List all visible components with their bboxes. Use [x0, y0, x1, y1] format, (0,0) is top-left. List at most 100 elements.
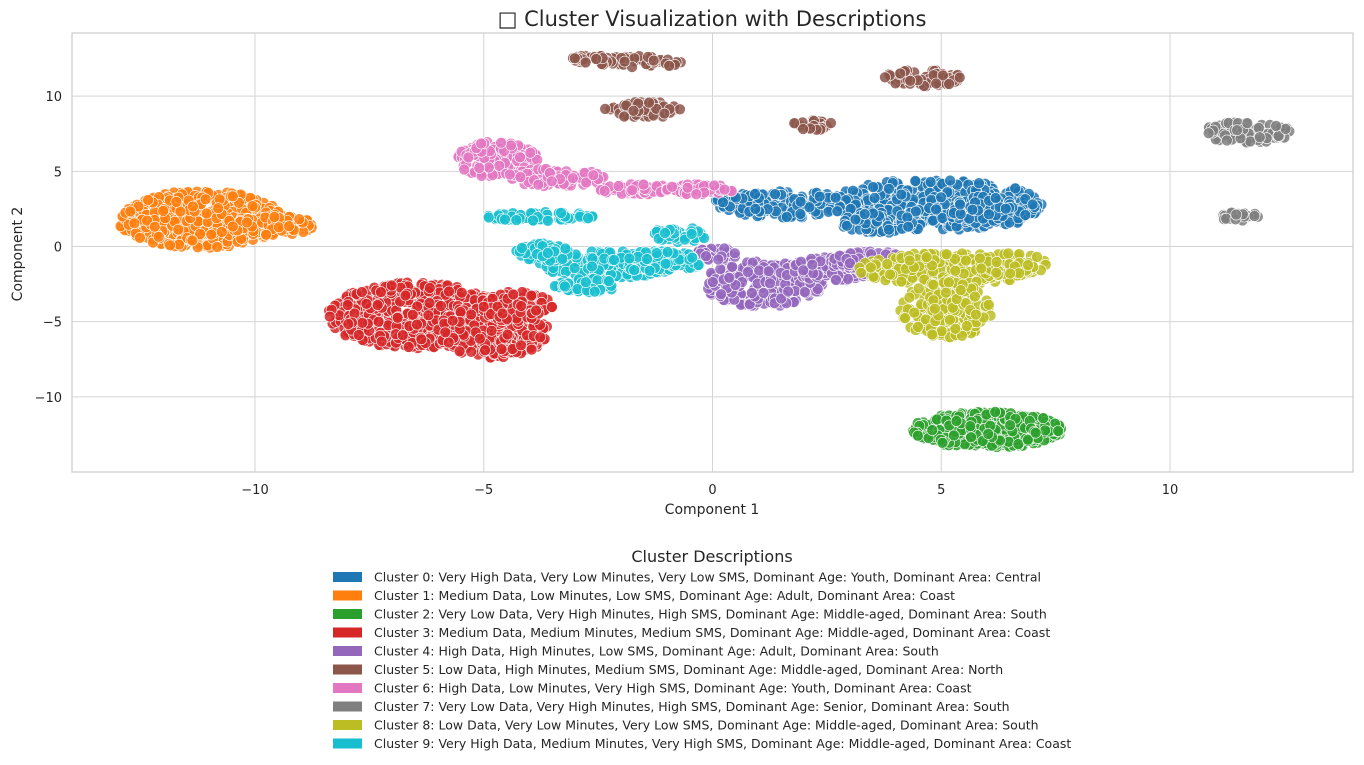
- legend-label-cluster-2: Cluster 2: Very Low Data, Very High Minu…: [374, 607, 1047, 622]
- data-point: [371, 299, 384, 311]
- data-point: [157, 205, 169, 217]
- data-point: [227, 190, 239, 203]
- legend-swatch-cluster-3: [333, 627, 362, 638]
- data-point: [943, 78, 955, 90]
- x-tick-label: −10: [241, 483, 268, 498]
- data-point: [909, 175, 922, 187]
- y-tick-label: 0: [54, 240, 62, 255]
- data-point: [903, 291, 916, 304]
- data-point: [205, 228, 218, 241]
- data-point: [794, 195, 807, 208]
- x-tick-label: 0: [708, 483, 716, 498]
- data-point: [647, 54, 660, 67]
- data-point: [912, 321, 924, 333]
- data-point: [510, 214, 523, 226]
- x-tick-label: 5: [937, 483, 945, 498]
- cluster-6-points: [452, 136, 738, 200]
- data-point: [1241, 117, 1254, 129]
- legend-swatch-cluster-6: [333, 683, 362, 693]
- data-point: [527, 214, 539, 227]
- data-point: [999, 202, 1012, 215]
- data-point: [780, 211, 793, 223]
- data-point: [1254, 131, 1266, 143]
- data-point: [458, 163, 471, 176]
- data-point: [1031, 251, 1043, 263]
- data-point: [881, 258, 894, 270]
- data-point: [926, 328, 939, 341]
- data-point: [568, 52, 581, 65]
- data-point: [505, 139, 517, 152]
- data-point: [658, 107, 671, 120]
- y-tick-label: 10: [45, 90, 62, 105]
- data-point: [465, 345, 478, 358]
- data-point: [495, 343, 508, 356]
- data-point: [534, 331, 547, 344]
- data-point: [883, 223, 895, 236]
- data-point: [879, 71, 891, 84]
- data-point: [618, 55, 631, 68]
- data-point: [868, 192, 881, 204]
- data-point: [974, 252, 986, 265]
- data-point: [465, 308, 477, 321]
- data-point: [385, 279, 398, 292]
- data-point: [825, 117, 837, 129]
- legend-swatch-cluster-2: [333, 609, 362, 619]
- data-point: [1230, 208, 1242, 221]
- data-point: [391, 311, 404, 324]
- chart-title: □ Cluster Visualization with Description…: [498, 7, 927, 31]
- data-point: [525, 343, 538, 356]
- data-point: [515, 300, 527, 312]
- data-point: [708, 179, 721, 192]
- data-point: [927, 278, 940, 291]
- data-point: [723, 271, 736, 284]
- data-point: [1022, 259, 1034, 271]
- data-point: [268, 211, 281, 223]
- data-point: [555, 207, 567, 219]
- data-point: [356, 316, 369, 329]
- data-point: [924, 176, 937, 188]
- data-point: [200, 207, 213, 220]
- data-point: [479, 344, 491, 357]
- legend-title: Cluster Descriptions: [631, 547, 792, 566]
- data-point: [884, 268, 896, 281]
- data-point: [961, 320, 973, 332]
- data-point: [700, 250, 712, 263]
- data-point: [626, 184, 639, 196]
- data-point: [982, 298, 995, 311]
- data-point: [950, 415, 963, 427]
- legend-label-cluster-1: Cluster 1: Medium Data, Low Minutes, Low…: [374, 588, 955, 603]
- data-point: [598, 185, 611, 197]
- cluster-9-points: [482, 206, 710, 298]
- data-point: [757, 287, 770, 299]
- data-point: [507, 288, 520, 301]
- data-point: [930, 77, 943, 90]
- data-point: [728, 247, 741, 260]
- data-point: [515, 339, 527, 352]
- data-point: [375, 335, 388, 348]
- data-point: [582, 212, 594, 224]
- data-point: [356, 286, 368, 298]
- data-point: [579, 56, 592, 69]
- data-point: [170, 196, 183, 208]
- data-point: [1231, 124, 1243, 136]
- y-tick-label: 5: [54, 165, 62, 180]
- legend-label-cluster-4: Cluster 4: High Data, High Minutes, Low …: [374, 644, 939, 659]
- data-point: [1221, 134, 1233, 147]
- data-point: [989, 192, 1002, 204]
- data-point: [496, 307, 509, 320]
- data-point: [415, 333, 428, 346]
- data-point: [588, 285, 601, 298]
- data-point: [187, 200, 199, 213]
- legend-label-cluster-7: Cluster 7: Very Low Data, Very High Minu…: [374, 699, 1010, 714]
- legend-items: Cluster 0: Very High Data, Very Low Minu…: [333, 570, 1071, 751]
- data-point: [1039, 424, 1051, 437]
- legend-label-cluster-5: Cluster 5: Low Data, High Minutes, Mediu…: [374, 662, 1003, 677]
- data-point: [439, 326, 452, 339]
- data-point: [769, 188, 781, 200]
- data-point: [902, 220, 915, 233]
- legend-swatch-cluster-4: [333, 646, 362, 656]
- data-point: [742, 266, 754, 278]
- data-point: [909, 205, 922, 218]
- data-point: [990, 266, 1003, 279]
- data-point: [1037, 412, 1049, 425]
